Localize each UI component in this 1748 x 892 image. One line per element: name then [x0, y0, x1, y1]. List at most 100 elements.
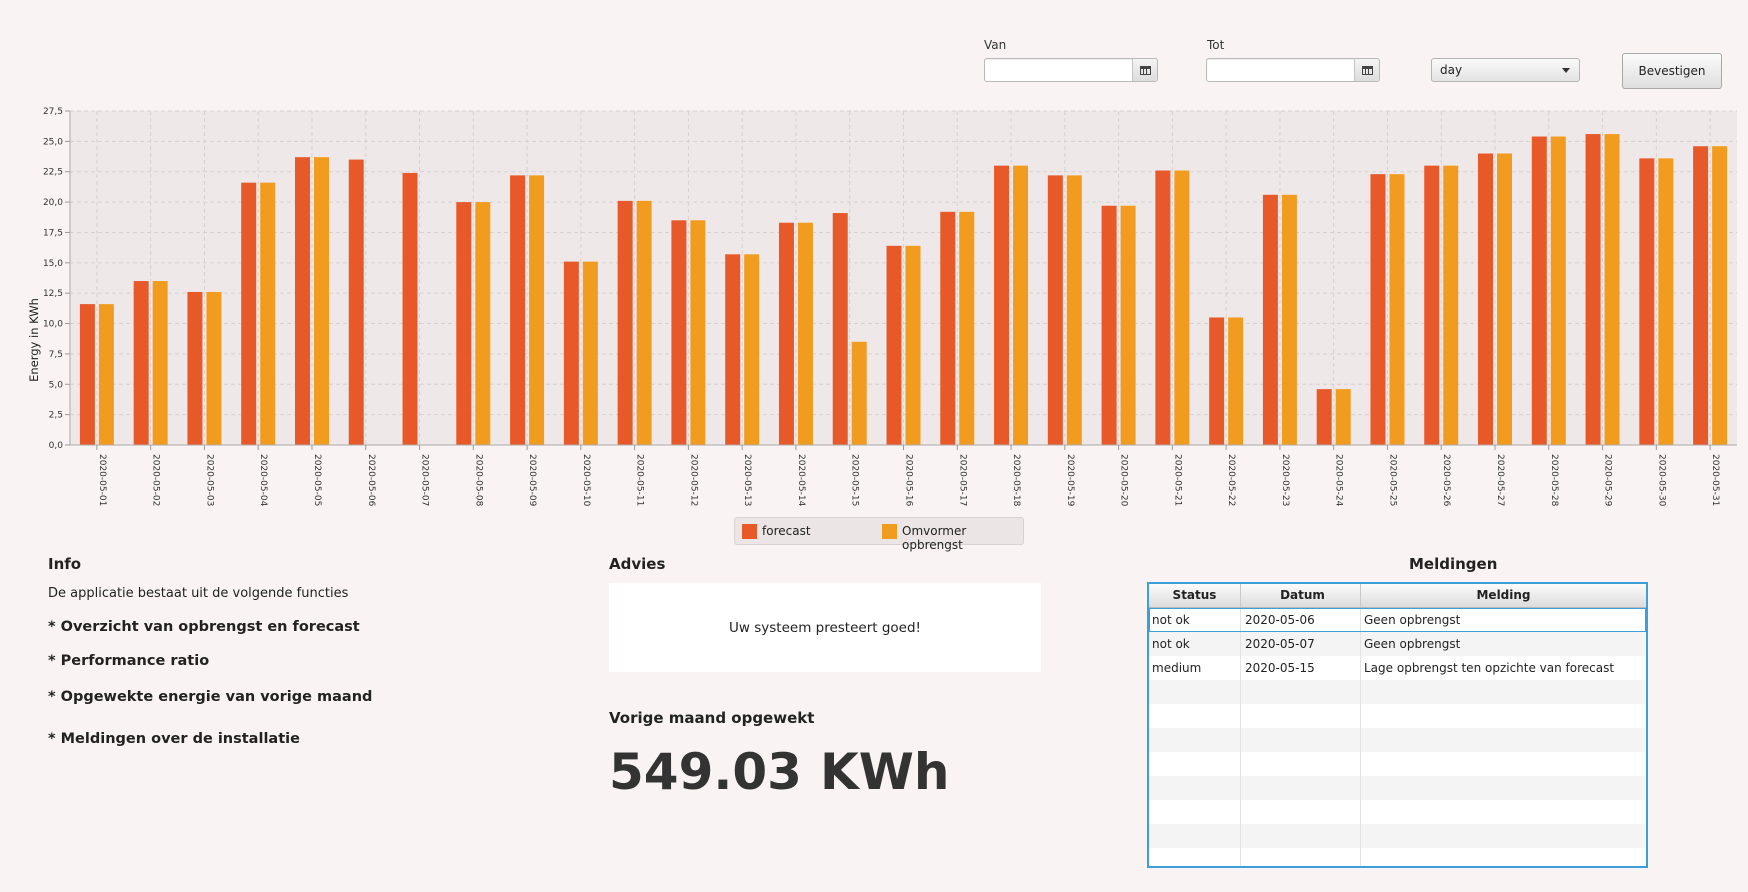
empty-cell	[1361, 752, 1646, 776]
bar-opbrengst	[152, 281, 168, 445]
cell-status: not ok	[1149, 608, 1241, 632]
bar-forecast	[1424, 165, 1440, 445]
cell-datum: 2020-05-15	[1241, 656, 1361, 680]
column-header-status[interactable]: Status	[1149, 584, 1241, 607]
x-tick-label: 2020-05-20	[1119, 454, 1129, 507]
bar-opbrengst	[1658, 158, 1674, 445]
empty-cell	[1241, 800, 1361, 824]
empty-table-row	[1149, 752, 1646, 776]
bar-forecast	[994, 165, 1010, 445]
confirm-button[interactable]: Bevestigen	[1622, 53, 1722, 89]
bar-opbrengst	[260, 182, 276, 445]
empty-cell	[1361, 848, 1646, 866]
legend-swatch-forecast	[742, 524, 757, 539]
period-combobox[interactable]: day	[1431, 58, 1580, 82]
x-tick-label: 2020-05-10	[581, 454, 591, 507]
x-tick-label: 2020-05-24	[1334, 454, 1344, 507]
bar-forecast	[1262, 194, 1278, 445]
x-tick-label: 2020-05-01	[97, 454, 107, 506]
advies-box: Uw systeem presteert goed!	[609, 583, 1041, 672]
bar-opbrengst	[1335, 389, 1351, 445]
tot-date-input[interactable]	[1208, 60, 1354, 80]
cell-datum: 2020-05-06	[1241, 608, 1361, 632]
empty-cell	[1149, 752, 1241, 776]
table-body: not ok 2020-05-06 Geen opbrengst not ok …	[1149, 608, 1646, 866]
table-row[interactable]: not ok 2020-05-06 Geen opbrengst	[1149, 608, 1646, 632]
y-tick-label: 17,5	[43, 228, 63, 238]
bar-opbrengst	[690, 220, 706, 445]
x-tick-label: 2020-05-18	[1011, 454, 1021, 507]
empty-table-row	[1149, 680, 1646, 704]
y-tick-label: 10,0	[43, 320, 63, 330]
y-tick-label: 5,0	[49, 380, 64, 390]
table-row[interactable]: not ok 2020-05-07 Geen opbrengst	[1149, 632, 1646, 656]
empty-cell	[1149, 824, 1241, 848]
vorige-maand-title: Vorige maand opgewekt	[609, 709, 815, 727]
bar-opbrengst	[1174, 170, 1190, 445]
empty-cell	[1361, 800, 1646, 824]
energy-bar-chart: 0,0 2,5 5,0 7,5 10,0 12,5 15,0 17,5 20,0 22,5 25,0…	[27, 107, 1737, 507]
bar-forecast	[294, 157, 310, 446]
cell-status: not ok	[1149, 632, 1241, 656]
empty-cell	[1149, 776, 1241, 800]
x-tick-label: 2020-05-05	[312, 454, 322, 506]
bar-opbrengst	[1013, 165, 1029, 445]
bar-forecast	[725, 254, 741, 445]
bar-opbrengst	[313, 157, 329, 446]
empty-cell	[1361, 704, 1646, 728]
van-date-picker[interactable]	[984, 58, 1158, 82]
chevron-down-icon	[1562, 68, 1570, 73]
meldingen-table[interactable]: Status Datum Melding not ok 2020-05-06 G…	[1147, 582, 1648, 868]
bar-opbrengst	[1228, 317, 1244, 445]
empty-cell	[1149, 848, 1241, 866]
bar-forecast	[1531, 136, 1547, 445]
tot-date-picker[interactable]	[1206, 58, 1380, 82]
empty-table-row	[1149, 776, 1646, 800]
tot-calendar-button[interactable]	[1354, 59, 1379, 81]
empty-cell	[1149, 704, 1241, 728]
x-tick-label: 2020-05-08	[473, 454, 483, 507]
advies-title: Advies	[609, 555, 666, 573]
empty-cell	[1241, 824, 1361, 848]
y-tick-label: 22,5	[43, 168, 63, 178]
bar-opbrengst	[797, 222, 813, 445]
y-tick-label: 20,0	[43, 198, 63, 208]
x-tick-label: 2020-05-23	[1280, 454, 1290, 506]
calendar-icon	[1361, 65, 1373, 75]
bar-forecast	[671, 220, 687, 445]
bar-forecast	[1370, 174, 1386, 445]
x-tick-label: 2020-05-30	[1656, 454, 1666, 507]
bar-opbrengst	[1389, 174, 1405, 445]
bar-forecast	[940, 211, 956, 445]
info-item: * Opgewekte energie van vorige maand	[48, 689, 373, 705]
van-calendar-button[interactable]	[1132, 59, 1157, 81]
bar-forecast	[241, 182, 257, 445]
table-header: Status Datum Melding	[1149, 584, 1646, 608]
column-header-melding[interactable]: Melding	[1476, 588, 1531, 602]
bar-opbrengst	[959, 211, 975, 445]
bar-forecast	[510, 175, 526, 445]
table-row[interactable]: medium 2020-05-15 Lage opbrengst ten opz…	[1149, 656, 1646, 680]
plot-area	[70, 111, 1737, 445]
period-selected-value: day	[1440, 63, 1463, 77]
empty-table-row	[1149, 800, 1646, 824]
bar-opbrengst	[98, 304, 114, 445]
column-header-datum[interactable]: Datum	[1241, 584, 1361, 607]
empty-cell	[1241, 776, 1361, 800]
van-date-input[interactable]	[986, 60, 1132, 80]
bar-forecast	[1101, 205, 1117, 445]
x-tick-label: 2020-05-31	[1710, 454, 1720, 506]
bar-forecast	[563, 261, 579, 445]
bar-opbrengst	[1604, 134, 1620, 445]
bar-forecast	[1209, 317, 1225, 445]
chart-legend: forecast Omvormer opbrengst	[734, 517, 1024, 552]
bar-forecast	[1639, 158, 1655, 445]
bar-forecast	[886, 245, 902, 445]
x-tick-label: 2020-05-21	[1172, 454, 1182, 506]
bar-opbrengst	[905, 245, 921, 445]
bar-forecast	[617, 200, 633, 445]
x-tick-label: 2020-05-03	[204, 454, 214, 506]
bar-opbrengst	[744, 254, 760, 445]
bar-forecast	[1478, 153, 1494, 445]
bar-opbrengst	[1281, 194, 1297, 445]
